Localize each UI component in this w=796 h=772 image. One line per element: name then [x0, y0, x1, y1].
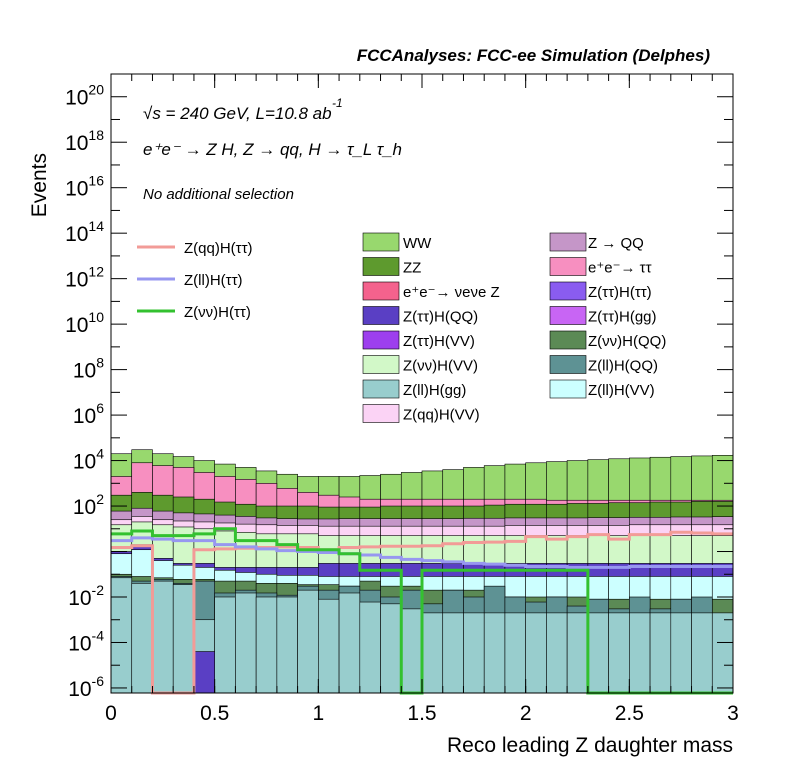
legend-label: e⁺e⁻→ ττ [588, 260, 652, 277]
legend-swatch [362, 232, 400, 252]
x-tick-label: 0.5 [200, 702, 229, 725]
legend-label: ZZ [403, 260, 421, 277]
legend-swatch [362, 257, 400, 276]
bar-10-19 [504, 612, 526, 694]
bar-10-21 [546, 612, 568, 694]
legend-swatch [362, 306, 400, 325]
bar-10-7 [255, 596, 278, 694]
x-tick-label: 1.5 [407, 702, 436, 725]
y-tick-label: 10-6 [68, 673, 104, 701]
legend-swatch [549, 257, 587, 276]
bar-10-22 [566, 612, 589, 694]
legend-label: Z(ll)H(gg) [403, 382, 466, 399]
bar-10-15 [421, 612, 444, 694]
legend: Z(qq)H(ττ) Z(ll)H(ττ) Z(νν)H(ττ) WW ZZ e⁺e⁻→ … [137, 232, 666, 424]
y-tick-label: 102 [73, 491, 104, 519]
legend-label: e⁺e⁻→ νeνe Z [403, 284, 500, 301]
y-tick-label: 108 [73, 355, 104, 383]
legend-swatch [549, 232, 587, 252]
bar-10-9 [297, 589, 319, 694]
y-tick-label: 10-2 [68, 582, 104, 610]
annotation-selection: No additional selection [143, 186, 294, 203]
legend-swatch [549, 379, 587, 399]
bar-10-8 [276, 596, 298, 694]
bar-10-2 [152, 580, 174, 694]
legend-swatch [362, 379, 400, 399]
bar-10-10 [318, 598, 340, 694]
x-tick-label: 0 [105, 702, 117, 725]
y-tick-label: 1012 [65, 264, 104, 292]
x-tick-label: 2.5 [615, 702, 644, 725]
bar-10-26 [649, 612, 672, 694]
legend-label: Z(ττ)H(QQ) [403, 309, 478, 326]
bar-10-18 [483, 612, 506, 694]
annotation-energy-lumi-exponent: -1 [332, 96, 343, 110]
bar-10-23 [587, 612, 609, 694]
bar-10-13 [380, 603, 402, 694]
bar-10-28 [691, 612, 713, 694]
legend-swatch [549, 330, 587, 350]
legend-swatch [549, 281, 587, 301]
legend-swatch [362, 404, 400, 423]
legend-label: Z(ll)H(QQ) [588, 358, 658, 375]
legend-label: Z(ττ)H(VV) [403, 333, 475, 350]
y-tick-label: 1010 [65, 309, 104, 337]
bar-10-3 [172, 584, 195, 694]
y-tick-label: 1018 [65, 127, 104, 155]
y-tick-label: 1016 [65, 173, 104, 201]
stacked-histogram [110, 449, 734, 694]
y-tick-label: 104 [73, 446, 104, 474]
bar-10-0 [110, 577, 133, 694]
y-axis-label: Events [28, 153, 51, 217]
bar-10-14 [400, 608, 423, 694]
y-tick-label: 10-4 [68, 627, 104, 655]
bar-10-25 [629, 612, 651, 694]
legend-label: Z(qq)H(VV) [403, 407, 480, 424]
legend-label: Z(ll)H(VV) [588, 382, 655, 399]
legend-swatch [362, 281, 400, 301]
legend-label: Z(ττ)H(ττ) [588, 284, 652, 301]
bar-10-29 [711, 612, 734, 694]
chart-title: FCCAnalyses: FCC-ee Simulation (Delphes) [357, 46, 711, 65]
series-line-1 [111, 536, 733, 569]
bar-10-24 [608, 612, 630, 694]
axis-ticks: 0 0.5 1 1.5 2 2.5 3 10-6 10-4 10-2 10NaN 102 104 106 1… [53, 0, 739, 725]
y-tick-label: 10NaN [53, 0, 104, 5]
bar-12-4 [193, 651, 215, 694]
bar-10-27 [670, 612, 692, 694]
series-line-0 [111, 530, 733, 695]
bar-10-5 [214, 596, 236, 694]
legend-swatch [362, 330, 400, 350]
legend-line-label: Z(qq)H(ττ) [184, 240, 253, 257]
bar-10-11 [338, 592, 361, 694]
legend-label: Z → QQ [588, 235, 644, 252]
bar-10-1 [131, 583, 153, 694]
bar-10-17 [463, 612, 485, 694]
annotation-energy-lumi: √s = 240 GeV, L=10.8 ab [143, 104, 332, 123]
legend-line-label: Z(ll)H(ττ) [184, 272, 243, 289]
legend-line-label: Z(νν)H(ττ) [184, 304, 251, 321]
y-tick-label: 1020 [65, 82, 104, 110]
x-tick-label: 1 [312, 702, 324, 725]
y-tick-label: 106 [73, 400, 104, 428]
bar-10-6 [235, 592, 257, 694]
bar-10-20 [525, 612, 547, 694]
legend-label: Z(νν)H(QQ) [588, 333, 666, 350]
bar-10-12 [359, 601, 381, 694]
x-tick-label: 3 [727, 702, 739, 725]
legend-label: Z(νν)H(VV) [403, 358, 478, 375]
legend-label: WW [403, 235, 432, 252]
bar-10-16 [442, 612, 464, 694]
x-axis-label: Reco leading Z daughter mass [447, 734, 733, 757]
annotation-process: e⁺e⁻ → Z H, Z → qq, H → τ_L τ_h [143, 140, 402, 159]
x-tick-label: 2 [520, 702, 532, 725]
legend-swatch [549, 355, 587, 374]
legend-swatch [362, 355, 400, 374]
annotation-energy: √s = 240 GeV, L=10.8 ab -1 [143, 96, 343, 123]
legend-swatch [549, 306, 587, 325]
y-tick-label: 1014 [65, 218, 104, 246]
legend-label: Z(ττ)H(gg) [588, 309, 657, 326]
